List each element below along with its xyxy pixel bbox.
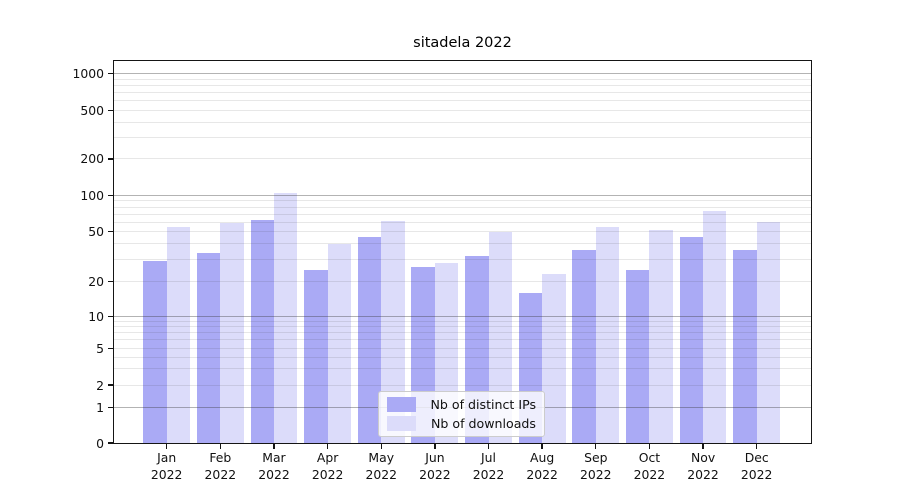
bar-downloads-sep [595,226,620,443]
bar-downloads-mar [273,192,298,443]
bar-downloads-oct [649,229,673,443]
x-tick-mark [166,444,168,449]
y-tick-label: 1 [96,400,104,416]
x-tick-mark [487,444,490,449]
y-tick-label: 1000 [72,66,104,82]
x-tick-label-jan: Jan 2022 [150,450,183,482]
gridline-minor [114,109,811,111]
x-tick-mark [595,444,597,449]
legend: Nb of distinct IPs Nb of downloads [378,391,545,437]
gridline-minor [114,200,811,202]
gridline-minor [114,206,811,208]
x-tick-mark [219,444,222,449]
y-tick-mark [108,442,113,444]
bar-downloads-jul [488,231,512,443]
bar-distinct-ips-apr [304,269,328,443]
y-tick-mark [108,347,113,349]
bar-distinct-ips-jan [143,261,167,443]
bar-downloads-apr [327,243,351,443]
x-tick-mark [702,444,704,449]
y-tick-mark [108,73,113,75]
x-tick-mark [326,444,329,449]
gridline-major [114,73,811,75]
gridline-minor [114,85,811,87]
bar-downloads-aug [542,274,566,443]
bar-distinct-ips-nov [679,237,704,443]
legend-swatch-downloads [387,416,416,431]
x-tick-label-aug: Aug 2022 [526,450,558,482]
x-tick-label-feb: Feb 2022 [204,450,237,482]
y-tick-label: 2 [96,377,104,393]
y-tick-label: 50 [88,224,104,240]
y-tick-mark [108,384,113,386]
bar-distinct-ips-sep [572,249,596,443]
y-tick-label: 5 [96,340,104,356]
y-tick-mark [108,194,113,197]
gridline-minor [114,78,811,80]
bar-distinct-ips-may [357,237,382,443]
bar-downloads-feb [220,223,244,443]
y-tick-label: 100 [80,187,104,203]
x-tick-label-apr: Apr 2022 [311,450,344,482]
bar-downloads-nov [703,211,727,443]
x-tick-mark [541,444,543,449]
x-tick-mark [273,444,275,449]
x-tick-label-mar: Mar 2022 [258,450,290,482]
gridline-minor [114,158,811,160]
bar-distinct-ips-oct [626,269,650,443]
gridline-minor [114,92,811,94]
x-tick-label-dec: Dec 2022 [740,450,773,482]
legend-label-downloads: Nb of downloads [430,416,536,431]
y-tick-mark [108,231,113,233]
x-tick-label-nov: Nov 2022 [687,450,719,482]
gridline-major [114,194,811,196]
x-tick-label-sep: Sep 2022 [580,450,612,482]
gridline-minor [114,100,811,102]
y-tick-label: 10 [88,309,104,325]
y-tick-label: 200 [80,151,104,167]
x-tick-mark [648,444,651,449]
bar-distinct-ips-dec [733,249,757,443]
x-tick-label-jul: Jul 2022 [472,450,505,482]
bar-downloads-may [381,221,405,443]
y-tick-label: 0 [96,435,104,451]
y-tick-label: 20 [88,274,104,290]
x-tick-label-oct: Oct 2022 [633,450,666,482]
gridline-minor [114,136,811,138]
x-tick-label-jun: Jun 2022 [419,450,451,482]
y-tick-label: 500 [80,102,104,118]
bar-downloads-jan [166,226,191,443]
bar-downloads-dec [756,222,781,443]
chart-title: sitadela 2022 [413,35,512,51]
y-tick-mark [108,316,113,318]
plot-area [113,60,812,444]
y-tick-mark [108,281,113,283]
legend-swatch-distinct-ips [387,397,416,412]
legend-item-downloads: Nb of downloads [387,416,536,431]
bar-distinct-ips-mar [250,219,274,443]
x-tick-mark [380,444,382,449]
x-tick-label-may: May 2022 [365,450,397,482]
legend-item-distinct-ips: Nb of distinct IPs [387,397,536,412]
gridline-minor [114,121,811,123]
bar-distinct-ips-feb [196,252,221,443]
y-tick-mark [108,407,113,409]
x-tick-mark [756,444,758,449]
y-tick-mark [108,109,113,112]
y-tick-mark [108,158,113,160]
x-tick-mark [434,444,436,449]
legend-label-distinct-ips: Nb of distinct IPs [430,397,536,412]
